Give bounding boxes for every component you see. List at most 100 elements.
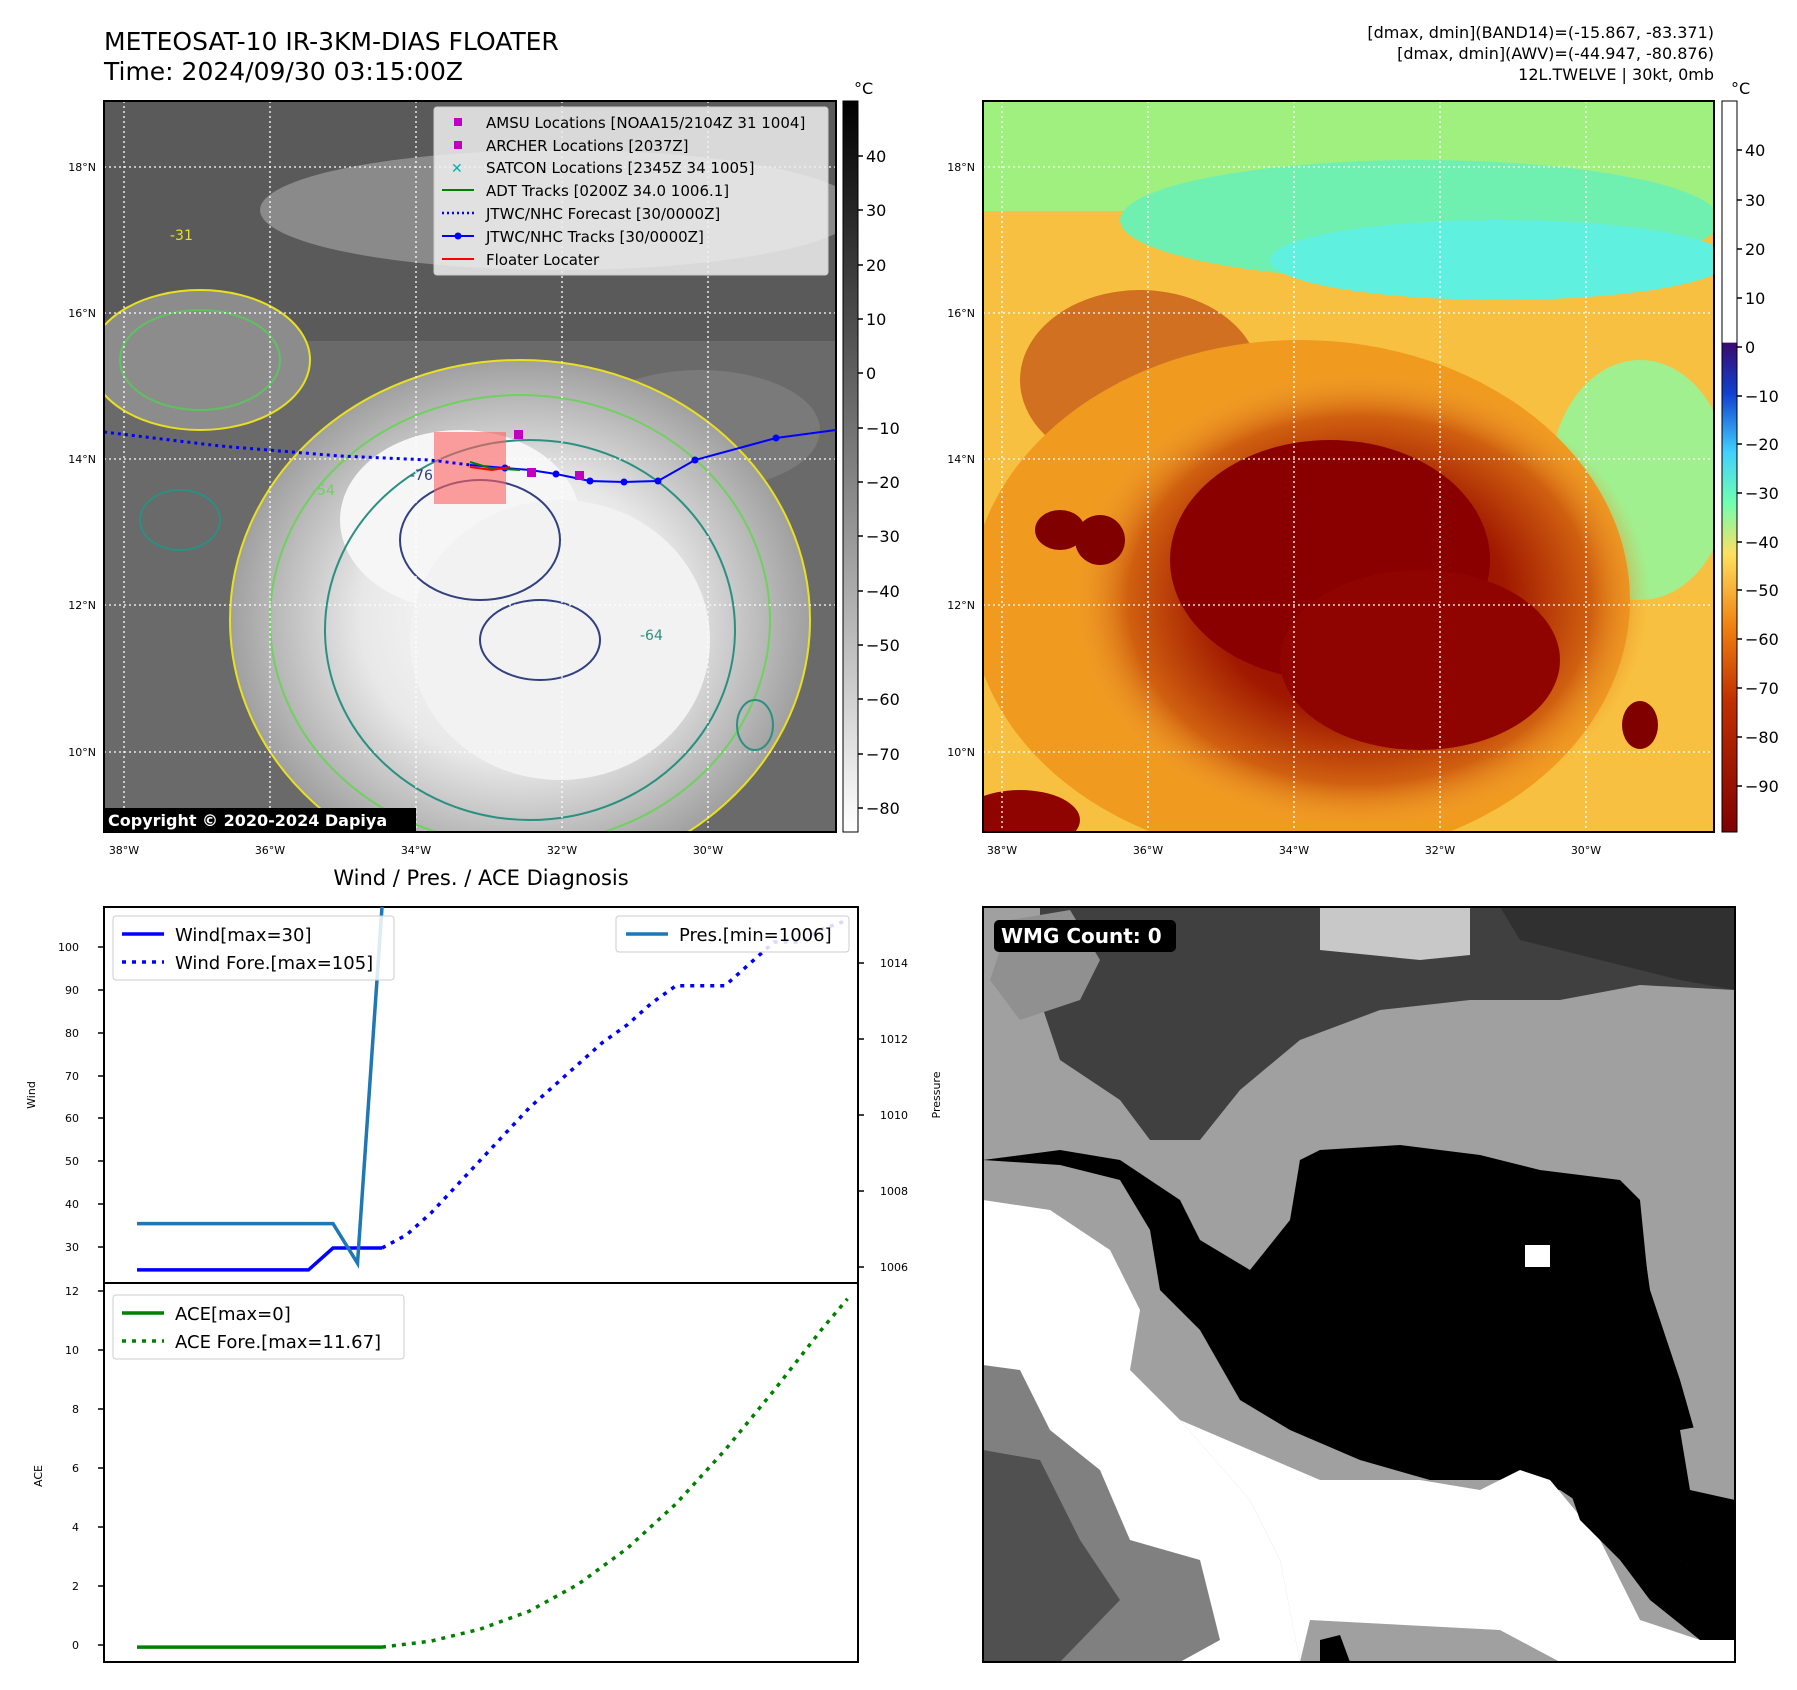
ace-legend: ACE[max=0] ACE Fore.[max=11.67] bbox=[112, 1294, 405, 1360]
wind-series-group bbox=[137, 918, 849, 1272]
ir-lon-label-32w: 32°W bbox=[547, 844, 577, 857]
ir-map-panel: -31 -54 -64 -76 bbox=[68, 100, 837, 857]
wv-lat-label-10n: 10°N bbox=[947, 746, 975, 759]
wv-lon-label-34w: 34°W bbox=[1279, 844, 1309, 857]
wv-colorbar-unit: °C bbox=[1731, 79, 1750, 98]
header-right-line-3: 12L.TWELVE | 30kt, 0mb bbox=[1518, 65, 1714, 84]
ace-tick-label: 10 bbox=[65, 1344, 79, 1357]
wmg-count-label: WMG Count: 0 bbox=[1001, 924, 1162, 948]
ir-lat-label-12n: 12°N bbox=[68, 599, 96, 612]
wv-lon-label-38w: 38°W bbox=[987, 844, 1017, 857]
wmg-frame bbox=[982, 906, 1736, 1663]
wind-pres-panel: 100 90 80 70 60 50 40 30 Wind 1014 1012 … bbox=[25, 906, 943, 1284]
ir-colorbar-tick: −60 bbox=[866, 690, 900, 709]
ir-colorbar-tick: −80 bbox=[866, 799, 900, 818]
wv-colorbar-tick: −10 bbox=[1745, 387, 1779, 406]
diag-title: Wind / Pres. / ACE Diagnosis bbox=[333, 866, 628, 890]
legend-archer-label: ARCHER Locations [2037Z] bbox=[486, 137, 689, 155]
adt-track bbox=[469, 461, 521, 471]
wv-colorbar-tick: −80 bbox=[1745, 728, 1779, 747]
legend-ace-fore-label: ACE Fore.[max=11.67] bbox=[175, 1332, 381, 1353]
contour-label-31: -31 bbox=[170, 228, 193, 244]
wv-lon-label-32w: 32°W bbox=[1425, 844, 1455, 857]
ir-lon-label-30w: 30°W bbox=[693, 844, 723, 857]
legend-adt-label: ADT Tracks [0200Z 34.0 1006.1] bbox=[486, 182, 729, 200]
pres-axis-label: Pressure bbox=[930, 1071, 943, 1118]
wmg-dark-band bbox=[1040, 907, 1735, 1140]
ir-colorbar-tick: −20 bbox=[866, 473, 900, 492]
copyright-text: Copyright © 2020-2024 Dapiya bbox=[108, 811, 387, 830]
ace-tick-label: 12 bbox=[65, 1285, 79, 1298]
wv-lon-label-30w: 30°W bbox=[1571, 844, 1601, 857]
wv-lat-label-12n: 12°N bbox=[947, 599, 975, 612]
pres-tick-label: 1008 bbox=[880, 1185, 908, 1198]
wmg-white-cell bbox=[1525, 1245, 1550, 1267]
pres-legend: Pres.[min=1006] bbox=[615, 915, 850, 953]
wv-lat-label-18n: 18°N bbox=[947, 161, 975, 174]
header-right-line-1: [dmax, dmin](BAND14)=(-15.867, -83.371) bbox=[1367, 23, 1714, 42]
contour-label-54: -54 bbox=[312, 483, 335, 499]
ir-colorbar-tick: 40 bbox=[866, 147, 886, 166]
legend-satcon-label: SATCON Locations [2345Z 34 1005] bbox=[486, 159, 754, 177]
wv-colorbar-tick: −30 bbox=[1745, 484, 1779, 503]
wv-colorbar-tick: −60 bbox=[1745, 630, 1779, 649]
legend-amsu-marker bbox=[454, 118, 462, 126]
wv-colorbar-tick: 40 bbox=[1745, 141, 1765, 160]
ir-lon-label-36w: 36°W bbox=[255, 844, 285, 857]
wv-colorbar: °C 40 30 20 10 0 −10 −20 −30 −40 −50 −60 bbox=[1721, 79, 1779, 833]
wv-map-panel: 18°N 16°N 14°N 12°N 10°N 38°W 36°W 34°W … bbox=[947, 100, 1715, 857]
ir-lat-label-10n: 10°N bbox=[68, 746, 96, 759]
ir-colorbar-tick: 10 bbox=[866, 310, 886, 329]
wv-lon-label-36w: 36°W bbox=[1133, 844, 1163, 857]
wmg-white-lower bbox=[1180, 1420, 1735, 1662]
wind-tick-label: 80 bbox=[65, 1027, 79, 1040]
wmg-panel: WMG Count: 0 bbox=[982, 906, 1736, 1663]
legend-floater-label: Floater Locater bbox=[486, 251, 600, 269]
figure-time: Time: 2024/09/30 03:15:00Z bbox=[103, 57, 463, 86]
floater-track bbox=[469, 466, 511, 472]
ir-colorbar-ticks bbox=[858, 155, 863, 809]
pressure-series-line bbox=[137, 906, 384, 1269]
ir-colorbar-tick: 20 bbox=[866, 256, 886, 275]
legend-tracks-label: JTWC/NHC Tracks [30/0000Z] bbox=[485, 228, 704, 246]
pres-tick-label: 1012 bbox=[880, 1033, 908, 1046]
ir-lat-label-16n: 16°N bbox=[68, 307, 96, 320]
wv-lat-label-14n: 14°N bbox=[947, 453, 975, 466]
ir-colorbar-tick: 30 bbox=[866, 201, 886, 220]
legend-pres-label: Pres.[min=1006] bbox=[679, 925, 832, 946]
header-right-line-2: [dmax, dmin](AWV)=(-44.947, -80.876) bbox=[1397, 44, 1714, 63]
wv-colorbar-tick: 10 bbox=[1745, 289, 1765, 308]
ir-colorbar-unit: °C bbox=[854, 79, 873, 98]
wv-lat-label-16n: 16°N bbox=[947, 307, 975, 320]
wind-axis-label: Wind bbox=[25, 1081, 38, 1109]
ace-tick-label: 6 bbox=[72, 1462, 79, 1475]
wv-colorbar-tick: −90 bbox=[1745, 777, 1779, 796]
contour-label-64: -64 bbox=[640, 628, 663, 644]
wv-colorbar-tick: 20 bbox=[1745, 240, 1765, 259]
archer-marker bbox=[527, 468, 536, 477]
legend-ace-label: ACE[max=0] bbox=[175, 1304, 291, 1325]
ir-colorbar-tick: −30 bbox=[866, 527, 900, 546]
track-point bbox=[654, 477, 662, 485]
ir-lon-label-34w: 34°W bbox=[401, 844, 431, 857]
track-point bbox=[586, 477, 594, 485]
contour-label-76: -76 bbox=[410, 468, 433, 484]
ace-series-group bbox=[137, 1297, 849, 1649]
ace-tick-label: 0 bbox=[72, 1639, 79, 1652]
wind-tick-label: 30 bbox=[65, 1241, 79, 1254]
ir-colorbar-gradient bbox=[842, 100, 859, 833]
track-point bbox=[620, 478, 628, 486]
wind-tick-label: 90 bbox=[65, 984, 79, 997]
ace-tick-label: 2 bbox=[72, 1580, 79, 1593]
amsu-marker bbox=[514, 430, 523, 439]
pres-axis-ticks bbox=[858, 962, 864, 1268]
legend-wind-label: Wind[max=30] bbox=[175, 925, 312, 946]
forecast-track bbox=[104, 430, 471, 467]
wind-tick-label: 50 bbox=[65, 1155, 79, 1168]
wind-axis-ticks bbox=[98, 946, 104, 1248]
legend-archer-marker bbox=[454, 141, 462, 149]
copyright-box bbox=[104, 808, 416, 832]
ir-legend: AMSU Locations [NOAA15/2104Z 31 1004] AR… bbox=[433, 106, 829, 276]
archer-marker bbox=[575, 471, 584, 480]
